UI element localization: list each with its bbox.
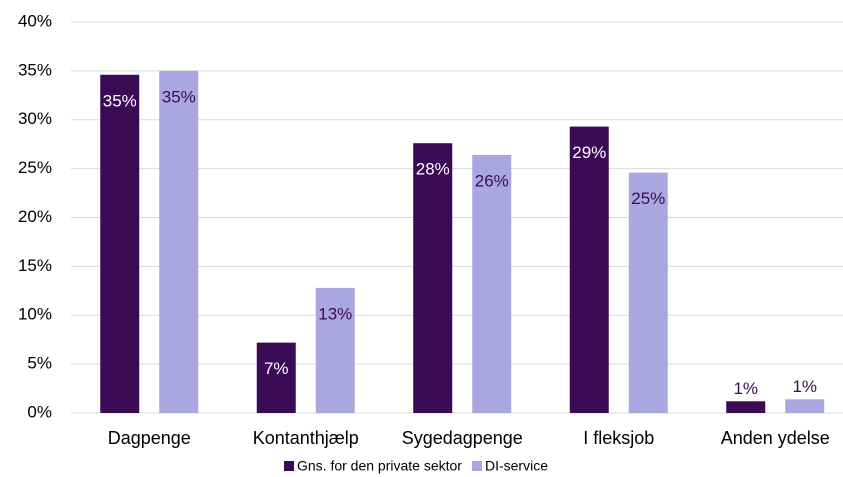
y-tick-label: 35% [18, 60, 52, 79]
bar [100, 74, 140, 413]
bar [472, 154, 512, 413]
value-label: 26% [475, 171, 509, 190]
y-tick-label: 20% [18, 207, 52, 226]
bar [569, 126, 609, 413]
bar [726, 401, 766, 413]
value-label: 35% [162, 87, 196, 106]
x-tick-label: Dagpenge [108, 428, 191, 448]
x-tick-label: Sygedagpenge [402, 428, 523, 448]
y-tick-label: 10% [18, 305, 52, 324]
value-label: 25% [631, 189, 665, 208]
y-tick-label: 5% [27, 354, 52, 373]
value-label: 29% [572, 143, 606, 162]
bar [413, 143, 453, 413]
legend-swatch [471, 461, 482, 471]
x-tick-label: Kontanthjælp [253, 428, 359, 448]
value-label: 35% [103, 91, 137, 110]
x-tick-label: Anden ydelse [721, 428, 830, 448]
bar [785, 399, 825, 413]
x-tick-label: I fleksjob [583, 428, 654, 448]
value-label: 7% [264, 359, 289, 378]
y-tick-label: 15% [18, 256, 52, 275]
value-label: 28% [416, 160, 450, 179]
bar [256, 342, 296, 413]
y-tick-label: 40% [18, 11, 52, 30]
y-tick-label: 0% [27, 402, 52, 421]
y-tick-label: 30% [18, 109, 52, 128]
value-label: 13% [318, 304, 352, 323]
value-label: 1% [733, 379, 758, 398]
y-tick-label: 25% [18, 158, 52, 177]
bar [628, 172, 668, 413]
legend-label: Gns. for den private sektor [297, 458, 462, 474]
bar [159, 70, 199, 413]
bar [315, 287, 355, 413]
value-label: 1% [792, 377, 817, 396]
legend-label: DI-service [485, 458, 548, 474]
legend-swatch [284, 461, 294, 471]
